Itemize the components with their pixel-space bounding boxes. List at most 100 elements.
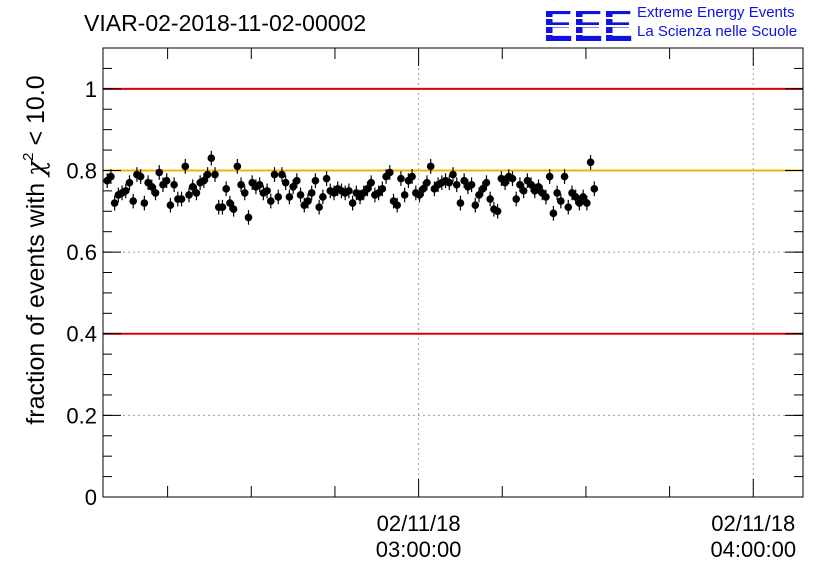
y-tick-label: 1 xyxy=(85,77,97,102)
data-point xyxy=(557,197,565,205)
y-axis-label: fraction of events with χ2 < 10.0 xyxy=(20,75,50,424)
data-point xyxy=(278,170,286,179)
data-point xyxy=(315,203,323,211)
data-point xyxy=(129,197,138,205)
data-point xyxy=(542,193,550,201)
data-point xyxy=(237,180,245,189)
data-point xyxy=(110,199,119,207)
data-point xyxy=(586,158,595,167)
data-point xyxy=(527,180,535,189)
data-point xyxy=(263,187,271,195)
data-point xyxy=(304,197,312,205)
data-point xyxy=(181,162,190,171)
data-point xyxy=(508,174,517,183)
data-point xyxy=(293,176,301,185)
data-point xyxy=(408,172,416,181)
data-point xyxy=(307,189,316,197)
data-point xyxy=(560,172,569,181)
data-point xyxy=(512,195,521,203)
data-point xyxy=(545,172,554,181)
data-point xyxy=(140,199,149,207)
y-tick-label: 0.6 xyxy=(66,240,97,265)
data-point xyxy=(188,182,197,191)
data-point xyxy=(426,162,435,171)
plot-frame xyxy=(102,47,804,498)
data-point xyxy=(363,185,372,193)
data-point xyxy=(240,189,249,197)
reference-lines xyxy=(103,87,803,335)
data-point xyxy=(281,178,290,187)
data-point xyxy=(534,182,543,191)
y-axis-label-suffix: < 10.0 xyxy=(22,75,50,152)
axis-ticks xyxy=(103,48,803,498)
data-point xyxy=(415,191,424,199)
data-point xyxy=(571,193,580,201)
data-point xyxy=(222,185,230,193)
data-point xyxy=(385,168,394,177)
logo-line-2: La Scienza nelle Scuole xyxy=(637,23,798,40)
data-point xyxy=(289,182,297,191)
data-point xyxy=(553,189,561,197)
data-point xyxy=(203,170,212,179)
data-point xyxy=(575,199,584,207)
data-point xyxy=(125,178,134,187)
y-tick-label: 0.4 xyxy=(66,322,97,347)
data-point xyxy=(136,172,145,181)
tick-labels: 00.20.40.60.8102/11/1803:00:0002/11/1804… xyxy=(66,77,796,562)
data-point xyxy=(471,201,480,209)
data-point xyxy=(274,193,283,201)
data-point xyxy=(162,176,171,185)
data-point xyxy=(311,176,320,185)
data-point xyxy=(419,185,428,193)
data-point xyxy=(211,170,219,179)
data-point xyxy=(452,180,461,189)
data-point xyxy=(270,170,279,179)
x-tick-label-time: 03:00:00 xyxy=(376,537,462,562)
data-point xyxy=(456,199,465,207)
y-axis-label-symbol: χ xyxy=(21,159,50,178)
y-axis-label-power: 2 xyxy=(20,152,37,160)
data-point xyxy=(255,180,264,189)
data-point xyxy=(155,168,164,177)
data-point xyxy=(378,185,387,193)
data-point xyxy=(266,197,275,205)
data-point xyxy=(501,178,509,187)
data-point xyxy=(200,176,208,185)
data-point xyxy=(151,189,160,197)
data-point xyxy=(192,189,201,197)
data-point xyxy=(583,199,591,207)
data-point xyxy=(400,191,409,199)
grid xyxy=(103,48,803,497)
data-point xyxy=(185,191,193,199)
chart-title: VIAR-02-2018-11-02-00002 xyxy=(84,10,367,36)
data-point xyxy=(226,199,234,207)
data-point xyxy=(449,170,457,179)
data-point xyxy=(397,174,405,183)
logo-line-1: Extreme Energy Events xyxy=(637,4,795,21)
data-point xyxy=(229,205,238,214)
x-tick-label-date: 02/11/18 xyxy=(711,511,795,536)
data-point xyxy=(148,182,156,191)
data-point xyxy=(549,209,558,218)
data-point xyxy=(233,162,242,171)
logo-letters: EEE xyxy=(543,2,633,46)
y-tick-label: 0 xyxy=(85,485,97,510)
data-point xyxy=(519,187,528,195)
logo-caption: Extreme Energy Events La Scienza nelle S… xyxy=(637,3,797,41)
data-point xyxy=(478,185,487,193)
data-point xyxy=(467,180,476,189)
x-tick-label-time: 04:00:00 xyxy=(710,537,796,562)
y-tick-label: 0.2 xyxy=(66,403,97,428)
data-point xyxy=(170,180,178,189)
data-point xyxy=(423,178,431,187)
data-point xyxy=(445,178,454,187)
data-point xyxy=(482,178,491,187)
data-point xyxy=(218,203,227,211)
data-point xyxy=(493,207,502,216)
data-point xyxy=(460,176,468,185)
data-point xyxy=(367,178,375,187)
data-points xyxy=(103,150,599,225)
data-point xyxy=(322,174,331,183)
data-point xyxy=(345,187,353,195)
y-tick-label: 0.8 xyxy=(66,158,97,183)
